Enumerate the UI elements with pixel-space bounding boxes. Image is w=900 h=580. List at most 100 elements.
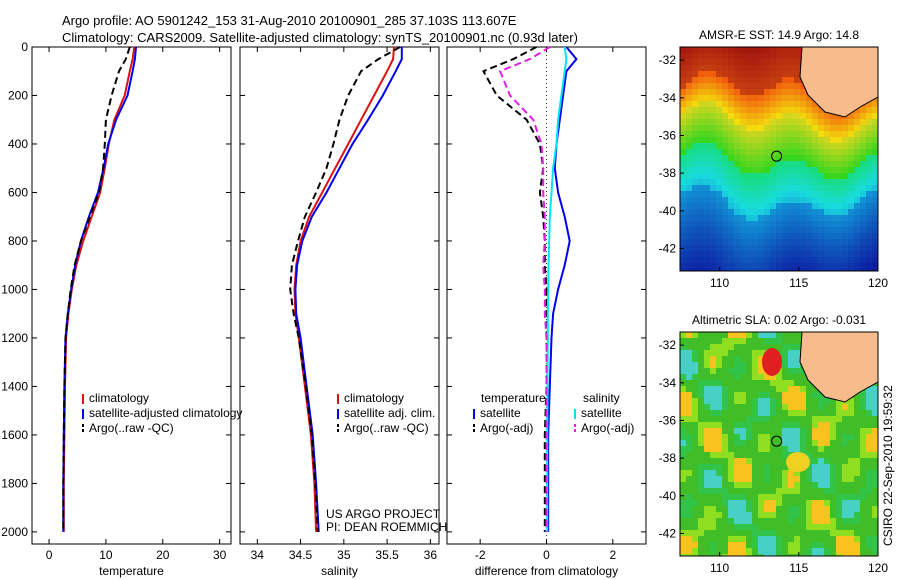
- map-cell: [830, 422, 837, 429]
- map-cell: [734, 368, 741, 375]
- map-cell: [680, 476, 687, 483]
- map-cell: [710, 386, 717, 393]
- map-cell: [710, 203, 717, 210]
- map-cell: [836, 227, 843, 234]
- map-cell: [704, 356, 711, 363]
- map-cell: [818, 434, 825, 441]
- map-cell: [734, 464, 741, 471]
- map-cell: [872, 251, 878, 258]
- map-cell: [866, 398, 873, 405]
- map-cell: [722, 548, 729, 555]
- map-cell: [758, 506, 765, 513]
- map-cell: [758, 440, 765, 447]
- map-cell: [812, 215, 819, 222]
- map-cell: [842, 263, 849, 270]
- series-line-black: [289, 46, 401, 532]
- map-cell: [698, 167, 705, 174]
- map-cell: [722, 257, 729, 264]
- map-cell: [722, 215, 729, 222]
- map-cell: [752, 149, 759, 156]
- map-cell: [782, 209, 789, 216]
- map-cell: [800, 89, 807, 96]
- map-cell: [758, 251, 765, 258]
- map-cell: [758, 143, 765, 150]
- map-cell: [758, 398, 765, 405]
- map-cell: [818, 518, 825, 525]
- map-cell: [698, 245, 705, 252]
- map-cell: [860, 245, 867, 252]
- map-cell: [740, 374, 747, 381]
- map-cell: [716, 416, 723, 423]
- map-cell: [854, 227, 861, 234]
- map-cell: [806, 554, 813, 556]
- map-cell: [680, 488, 687, 495]
- map-cell: [812, 440, 819, 447]
- map-cell: [782, 332, 789, 339]
- map-cell: [800, 101, 807, 108]
- map-cell: [764, 518, 771, 525]
- map-cell: [794, 173, 801, 180]
- map-cell: [806, 107, 813, 114]
- axes-box: [31, 46, 232, 545]
- map-cell: [812, 464, 819, 471]
- map-cell: [830, 518, 837, 525]
- map-cell: [704, 392, 711, 399]
- map-cell: [776, 332, 783, 339]
- map-cell: [848, 119, 855, 126]
- map-cell: [740, 53, 747, 60]
- map-cell: [776, 338, 783, 345]
- map-cell: [710, 191, 717, 198]
- map-cell: [854, 209, 861, 216]
- map-cell: [686, 530, 693, 537]
- map-cell: [830, 185, 837, 192]
- map-cell: [812, 227, 819, 234]
- map-cell: [794, 113, 801, 120]
- map-cell: [788, 512, 795, 519]
- map-cell: [782, 59, 789, 66]
- map-cell: [770, 119, 777, 126]
- map-cell: [698, 269, 705, 271]
- map-cell: [824, 554, 831, 556]
- map-cell: [860, 203, 867, 210]
- map-cell: [752, 422, 759, 429]
- map-cell: [866, 185, 873, 192]
- map-cell: [800, 125, 807, 132]
- map-cell: [824, 131, 831, 138]
- map-cell: [686, 518, 693, 525]
- map-cell: [776, 404, 783, 411]
- map-cell: [788, 143, 795, 150]
- map-cell: [692, 59, 699, 66]
- map-cell: [692, 554, 699, 556]
- map-cell: [704, 239, 711, 246]
- map-cell: [710, 251, 717, 258]
- map-cell: [746, 554, 753, 556]
- map-cell: [818, 392, 825, 399]
- map-cell: [842, 446, 849, 453]
- map-color-field: [680, 332, 878, 556]
- map-cell: [764, 161, 771, 168]
- map-cell: [692, 446, 699, 453]
- map-y-tick-label: -34: [659, 91, 677, 105]
- map-cell: [686, 59, 693, 66]
- map-cell: [866, 155, 873, 162]
- legend-label: Argo(-adj): [480, 421, 533, 435]
- map-cell: [782, 554, 789, 556]
- map-cell: [680, 269, 687, 271]
- map-cell: [794, 482, 801, 489]
- map-cell: [758, 452, 765, 459]
- map-cell: [794, 392, 801, 399]
- map-cell: [860, 239, 867, 246]
- map-cell: [752, 245, 759, 252]
- map-cell: [764, 524, 771, 531]
- map-cell: [836, 215, 843, 222]
- map-cell: [824, 143, 831, 150]
- map-cell: [686, 476, 693, 483]
- map-cell: [710, 398, 717, 405]
- map-cell: [812, 392, 819, 399]
- map-cell: [710, 161, 717, 168]
- map-cell: [692, 506, 699, 513]
- map-cell: [800, 542, 807, 549]
- map-cell: [686, 47, 693, 54]
- map-cell: [716, 251, 723, 258]
- map-cell: [854, 173, 861, 180]
